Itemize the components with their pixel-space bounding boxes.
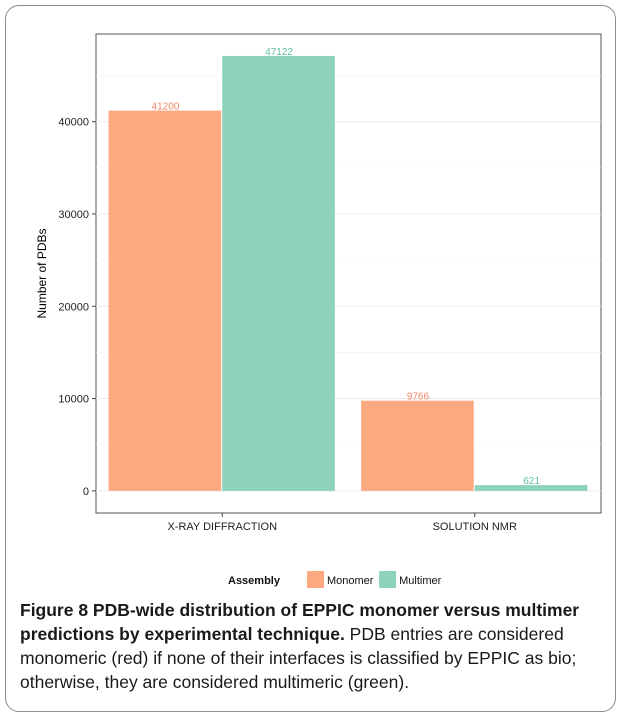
data-labels-layer: 41200 47122 9766 621 <box>152 47 541 487</box>
y-tick-label: 0 <box>83 486 89 498</box>
legend-key-multimer <box>379 571 397 588</box>
figure-caption: Figure 8 PDB-wide distribution of EPPIC … <box>20 598 612 694</box>
y-tick-label: 30000 <box>58 209 89 221</box>
legend-label-multimer: Multimer <box>399 575 442 587</box>
y-tick-label: 40000 <box>58 117 89 129</box>
bars-layer <box>108 55 588 491</box>
axis-layer: 0 10000 20000 30000 40000 X-RAY DIFFRACTION SO… <box>58 117 517 533</box>
y-axis-title: Number of PDBs <box>35 228 49 318</box>
legend: Assembly Monomer Multimer <box>228 571 442 588</box>
bar-monomer <box>361 400 474 491</box>
data-label: 47122 <box>265 47 293 58</box>
caption-body: PDB entries are considered monomeric (re… <box>20 624 577 692</box>
data-label: 9766 <box>407 392 430 403</box>
x-tick-label: X-RAY DIFFRACTION <box>167 521 277 533</box>
x-tick-label: SOLUTION NMR <box>433 521 517 533</box>
legend-key-monomer <box>307 571 324 588</box>
y-tick-label: 20000 <box>58 301 89 313</box>
legend-title: Assembly <box>228 575 281 587</box>
data-label: 621 <box>523 476 540 487</box>
bar-chart: 41200 47122 9766 621 0 10000 20000 30000 40000 X… <box>35 33 602 588</box>
y-tick-label: 10000 <box>58 394 89 406</box>
caption-title: Figure 8 PDB-wide distribution of EPPIC … <box>20 600 580 644</box>
bar-multimer <box>222 55 335 491</box>
legend-label-monomer: Monomer <box>327 575 374 587</box>
data-label: 41200 <box>152 102 180 113</box>
bar-multimer <box>474 485 588 491</box>
bar-monomer <box>108 110 222 491</box>
